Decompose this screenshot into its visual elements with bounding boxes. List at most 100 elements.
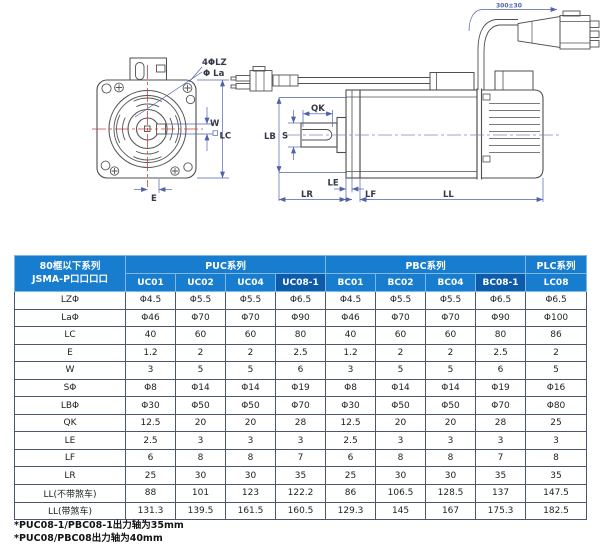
- cooling-fins: [489, 103, 540, 153]
- label-s: S: [282, 132, 288, 142]
- value-cell: 88: [125, 484, 176, 503]
- value-cell: 80: [274, 326, 327, 345]
- value-cell: 12.5: [125, 413, 176, 433]
- label-lf: LF: [365, 190, 376, 200]
- value-cell: 35: [274, 466, 327, 486]
- value-cell: 40: [325, 326, 377, 345]
- value-cell: 8: [525, 448, 588, 468]
- value-cell: 25: [325, 466, 377, 486]
- spec-row: E 1.2 2 2 2.5 1.2 2 2 2.5 2: [14, 343, 588, 363]
- value-cell: Φ90: [475, 308, 527, 328]
- power-cable: [477, 19, 518, 90]
- param-cell: QK: [14, 413, 126, 433]
- param-cell: LaΦ: [14, 308, 126, 328]
- param-cell: LE: [14, 431, 126, 450]
- value-cell: 3: [475, 431, 527, 450]
- value-cell: Φ70: [475, 396, 527, 415]
- value-cell: 20: [225, 413, 276, 433]
- value-cell: 8: [375, 448, 427, 468]
- side-dimensions: [276, 7, 558, 202]
- side-view: [230, 10, 600, 180]
- series-header: PLC系列: [525, 255, 588, 274]
- value-cell: 2.5: [475, 343, 527, 363]
- model-header: BC08-1: [475, 273, 527, 292]
- value-cell: Φ80: [525, 396, 588, 415]
- param-cell: SΦ: [14, 378, 126, 398]
- series-header: PUC系列: [124, 255, 327, 274]
- value-cell: 30: [225, 466, 276, 486]
- value-cell: 60: [425, 326, 477, 345]
- value-cell: 7: [475, 448, 527, 468]
- model-header: UC01: [125, 273, 176, 292]
- value-cell: Φ6.5: [525, 291, 588, 310]
- power-connector: [517, 10, 600, 50]
- value-cell: 123: [225, 484, 276, 503]
- param-cell: W: [14, 361, 126, 380]
- spec-row: LL(带煞车) 131.3 139.5 161.5 160.5 129.3 145 167 17…: [14, 501, 588, 521]
- model-header: UC04: [225, 273, 276, 292]
- value-cell: Φ14: [225, 378, 276, 398]
- value-cell: 139.5: [175, 501, 226, 521]
- value-cell: Φ70: [375, 308, 427, 328]
- value-cell: 137: [475, 484, 527, 503]
- value-cell: 12.5: [325, 413, 377, 433]
- label-qk: QK: [311, 104, 325, 114]
- value-cell: Φ6.5: [475, 291, 527, 310]
- value-cell: 60: [375, 326, 427, 345]
- value-cell: 2.5: [274, 343, 327, 363]
- value-cell: 3: [125, 361, 176, 380]
- cable-glands: [429, 70, 534, 91]
- value-cell: 3: [175, 431, 226, 450]
- value-cell: Φ50: [175, 396, 226, 415]
- value-cell: Φ5.5: [375, 291, 427, 310]
- label-lb: LB: [264, 132, 276, 142]
- value-cell: Φ5.5: [175, 291, 226, 310]
- value-cell: 3: [425, 431, 477, 450]
- value-cell: 175.3: [475, 501, 527, 521]
- value-cell: Φ50: [225, 396, 276, 415]
- value-cell: Φ8: [325, 378, 377, 398]
- spec-row: LL(不带煞车) 88 101 123 122.2 86 106.5 128.5 137 147.…: [14, 484, 588, 503]
- front-view: [92, 57, 203, 187]
- value-cell: Φ46: [325, 308, 377, 328]
- value-cell: 5: [225, 361, 276, 380]
- value-cell: 2: [375, 343, 427, 363]
- spec-row: QK 12.5 20 20 28 12.5 20 20 28 25: [14, 413, 588, 433]
- value-cell: 25: [525, 413, 588, 433]
- param-cell: LBΦ: [14, 396, 126, 415]
- label-4lz: 4ΦLZ: [202, 58, 227, 68]
- value-cell: 5: [175, 361, 226, 380]
- value-cell: Φ70: [175, 308, 226, 328]
- value-cell: 145: [375, 501, 427, 521]
- value-cell: 60: [225, 326, 276, 345]
- label-w: W: [210, 119, 220, 129]
- value-cell: 5: [375, 361, 427, 380]
- param-cell: LZΦ: [14, 291, 126, 310]
- value-cell: Φ14: [375, 378, 427, 398]
- spec-row: LE 2.5 3 3 3 2.5 3 3 3 3: [14, 431, 588, 450]
- value-cell: 128.5: [425, 484, 477, 503]
- value-cell: 147.5: [525, 484, 588, 503]
- value-cell: 35: [525, 466, 588, 486]
- encoder-cable: [272, 74, 430, 87]
- value-cell: 20: [175, 413, 226, 433]
- value-cell: Φ19: [475, 378, 527, 398]
- value-cell: 2: [225, 343, 276, 363]
- value-cell: Φ50: [375, 396, 427, 415]
- value-cell: 2: [175, 343, 226, 363]
- value-cell: 3: [525, 431, 588, 450]
- value-cell: 7: [274, 448, 327, 468]
- label-ll: LL: [443, 190, 454, 200]
- value-cell: 101: [175, 484, 226, 503]
- value-cell: Φ8: [125, 378, 176, 398]
- param-cell: E: [14, 343, 126, 363]
- model-header: BC04: [425, 273, 477, 292]
- value-cell: 30: [425, 466, 477, 486]
- label-lc: LC: [220, 132, 232, 142]
- terminal-box: [129, 57, 167, 81]
- value-cell: Φ70: [225, 308, 276, 328]
- corner-header: 80框以下系列 JSMA-P口口口口: [14, 255, 126, 292]
- value-cell: 60: [175, 326, 226, 345]
- value-cell: 86: [525, 326, 588, 345]
